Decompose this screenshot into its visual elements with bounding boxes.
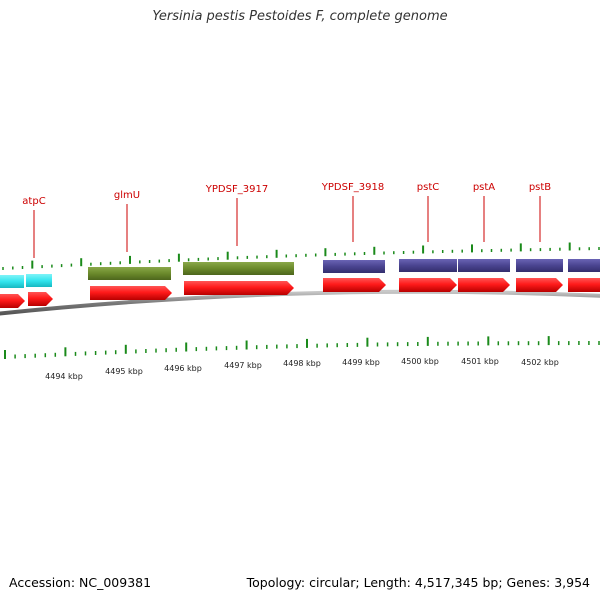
- gene-feature-bar[interactable]: [88, 267, 171, 280]
- gene-label[interactable]: YPDSF_3917: [205, 184, 268, 195]
- gene-label[interactable]: pstC: [417, 182, 439, 193]
- cds-arrow[interactable]: [516, 278, 563, 292]
- gene-feature-bar[interactable]: [458, 259, 510, 272]
- scale-label: 4498 kbp: [283, 359, 321, 368]
- gene-label[interactable]: glmU: [114, 190, 140, 201]
- scale-label: 4496 kbp: [164, 364, 202, 373]
- gene-feature-bar[interactable]: [516, 259, 563, 272]
- gene-feature-bar[interactable]: [323, 260, 385, 273]
- gene-feature-bar[interactable]: [568, 259, 600, 272]
- upper-tick-row: [2, 242, 600, 270]
- gene-label-layer: atpC glmU YPDSF_3917 YPDSF_3918 pstC pstA pstB: [22, 182, 551, 258]
- scale-label: 4500 kbp: [401, 357, 439, 366]
- gene-feature-bar[interactable]: [183, 262, 294, 275]
- scale-label: 4499 kbp: [342, 358, 380, 367]
- cds-arrow[interactable]: [458, 278, 510, 292]
- cds-arrow[interactable]: [28, 292, 53, 306]
- scale-label: 4497 kbp: [224, 361, 262, 370]
- gene-label[interactable]: YPDSF_3918: [321, 182, 384, 193]
- accession-text: Accession: NC_009381: [9, 575, 152, 590]
- cds-arrow[interactable]: [399, 278, 457, 292]
- gene-feature-bar[interactable]: [399, 259, 457, 272]
- genome-backbone: [0, 289, 600, 316]
- topology-text: Topology: circular; Length: 4,517,345 bp…: [246, 575, 590, 590]
- gene-feature-track: [0, 259, 600, 288]
- cds-arrow[interactable]: [568, 278, 600, 292]
- lower-tick-row: [4, 336, 600, 359]
- cds-arrow[interactable]: [323, 278, 386, 292]
- gene-feature-bar[interactable]: [26, 274, 52, 287]
- gene-feature-bar[interactable]: [0, 275, 24, 288]
- scale-label: 4494 kbp: [45, 372, 83, 381]
- cds-arrow[interactable]: [90, 286, 172, 300]
- gene-label[interactable]: pstA: [473, 182, 495, 193]
- scale-label-layer: 4494 kbp 4495 kbp 4496 kbp 4497 kbp 4498 kbp…: [45, 357, 559, 381]
- scale-label: 4501 kbp: [461, 357, 499, 366]
- map-title: Yersinia pestis Pestoides F, complete ge…: [152, 9, 448, 24]
- gene-label[interactable]: atpC: [22, 196, 45, 207]
- cds-arrow[interactable]: [0, 294, 25, 308]
- scale-label: 4502 kbp: [521, 358, 559, 367]
- scale-label: 4495 kbp: [105, 367, 143, 376]
- cds-arrow[interactable]: [184, 281, 294, 295]
- gene-label[interactable]: pstB: [529, 182, 551, 193]
- cds-arrow-track: [0, 278, 600, 308]
